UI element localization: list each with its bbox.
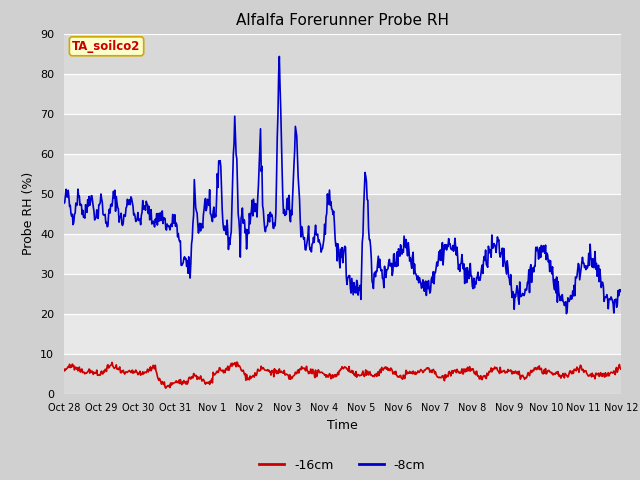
Bar [64, 193, 621, 234]
Text: TA_soilco2: TA_soilco2 [72, 40, 141, 53]
Bar [64, 114, 621, 154]
Bar [64, 34, 621, 73]
X-axis label: Time: Time [327, 419, 358, 432]
Y-axis label: Probe RH (%): Probe RH (%) [22, 172, 35, 255]
Bar [64, 274, 621, 313]
Legend: -16cm, -8cm: -16cm, -8cm [254, 454, 430, 477]
Bar [64, 354, 621, 394]
Title: Alfalfa Forerunner Probe RH: Alfalfa Forerunner Probe RH [236, 13, 449, 28]
